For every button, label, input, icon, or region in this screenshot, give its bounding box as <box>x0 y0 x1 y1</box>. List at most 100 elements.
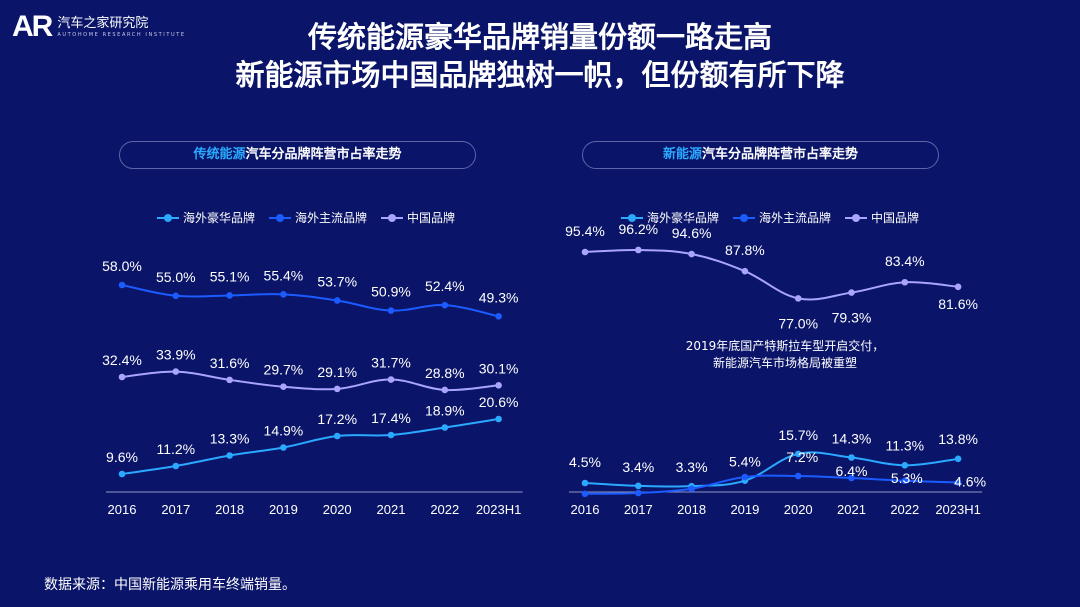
legend-marker-icon <box>157 213 179 222</box>
data-point <box>280 444 287 451</box>
data-point <box>387 431 395 439</box>
data-point <box>741 267 749 275</box>
data-point <box>848 474 855 482</box>
data-point <box>581 490 589 498</box>
data-label: 5.3% <box>891 470 923 486</box>
data-point <box>794 450 802 458</box>
data-label: 83.4% <box>885 253 925 269</box>
data-point <box>226 452 233 459</box>
data-label: 17.2% <box>317 411 357 427</box>
data-point <box>954 455 962 463</box>
data-label: 13.3% <box>210 431 250 447</box>
x-tick-label: 2016 <box>571 502 600 517</box>
x-tick-label: 2021 <box>377 502 406 517</box>
data-point <box>848 289 855 296</box>
data-point <box>688 485 695 493</box>
data-point <box>954 479 962 486</box>
legend-item-china: 中国品牌 <box>845 209 919 226</box>
annotation-line-2: 新能源汽车市场格局被重塑 <box>712 356 857 370</box>
data-point <box>688 250 695 258</box>
data-point <box>387 307 395 314</box>
x-tick-label: 2020 <box>784 502 813 517</box>
data-point <box>635 246 642 254</box>
data-point <box>118 373 126 381</box>
data-label: 32.4% <box>102 352 142 368</box>
data-label: 3.4% <box>622 459 654 475</box>
data-point <box>495 381 502 389</box>
data-point <box>635 482 642 490</box>
data-point <box>635 489 642 497</box>
legend-item-mainstream: 海外主流品牌 <box>269 209 367 226</box>
right-panel-title-highlight: 新能源 <box>662 147 702 162</box>
legend-label: 海外主流品牌 <box>295 211 368 225</box>
legend-marker-icon <box>381 213 404 222</box>
tesla-annotation: 2019年底国产特斯拉车型开启交付， 新能源汽车市场格局被重塑 <box>650 338 920 372</box>
data-label: 31.6% <box>210 355 250 371</box>
legend-item-china: 中国品牌 <box>381 209 455 226</box>
left-panel-title-highlight: 传统能源 <box>193 147 246 162</box>
data-point <box>954 283 962 291</box>
data-label: 14.3% <box>832 431 872 447</box>
data-point <box>333 385 341 393</box>
data-point <box>441 386 449 394</box>
data-label: 49.3% <box>479 289 519 305</box>
right-panel-title-rest: 汽车分品牌阵营市占率走势 <box>702 147 859 162</box>
data-label: 33.9% <box>156 347 196 363</box>
data-point <box>441 424 449 431</box>
data-label: 6.4% <box>836 463 868 479</box>
data-label: 28.8% <box>425 365 465 381</box>
data-label: 55.1% <box>210 268 250 284</box>
data-label: 96.2% <box>618 221 658 237</box>
data-point <box>495 313 502 320</box>
right-legend: 海外豪华品牌 海外主流品牌 中国品牌 <box>621 209 933 226</box>
data-label: 4.5% <box>569 454 601 470</box>
page-title-line2: 新能源市场中国品牌独树一帜，但份额有所下降 <box>235 58 845 92</box>
data-point <box>848 454 855 461</box>
legend-label: 海外豪华品牌 <box>183 211 256 225</box>
data-label: 77.0% <box>778 315 818 331</box>
x-tick-label: 2016 <box>108 502 137 517</box>
data-point <box>741 473 749 481</box>
data-point <box>333 432 341 440</box>
legend-item-mainstream: 海外主流品牌 <box>733 209 831 226</box>
data-label: 52.4% <box>425 278 465 294</box>
logo-text: 汽车之家研究院 AUTOHOME RESEARCH INSTITUTE <box>57 16 185 39</box>
page-title-line1: 传统能源豪华品牌销量份额一路走高 <box>307 20 772 54</box>
data-label: 29.1% <box>317 364 357 380</box>
logo-subtitle: AUTOHOME RESEARCH INSTITUTE <box>57 31 186 38</box>
series-line <box>121 370 499 392</box>
series-line <box>584 474 959 495</box>
x-tick-label: 2017 <box>161 502 190 517</box>
x-tick-label: 2022 <box>430 502 459 517</box>
data-point <box>172 368 180 375</box>
legend-label: 中国品牌 <box>407 211 456 225</box>
data-label: 87.8% <box>725 242 765 258</box>
data-label: 5.4% <box>729 454 761 470</box>
data-label: 4.6% <box>954 474 986 490</box>
legend-marker-icon <box>269 213 292 222</box>
data-label: 29.7% <box>264 362 304 378</box>
x-tick-label: 2019 <box>269 502 298 517</box>
data-point <box>581 479 589 487</box>
data-label: 11.3% <box>885 437 924 453</box>
data-label: 50.9% <box>371 284 411 300</box>
data-point <box>441 301 449 309</box>
data-point <box>387 376 395 383</box>
series-line <box>584 451 959 488</box>
data-point <box>280 291 287 298</box>
data-label: 55.4% <box>264 267 304 283</box>
data-label: 55.0% <box>156 269 196 285</box>
data-label: 13.8% <box>938 431 978 447</box>
x-tick-label: 2018 <box>677 502 706 517</box>
data-label: 15.7% <box>778 427 818 443</box>
data-point <box>172 292 180 300</box>
right-panel-title: 新能源汽车分品牌阵营市占率走势 <box>582 141 939 169</box>
data-point <box>901 462 909 469</box>
data-label: 20.6% <box>479 394 519 410</box>
data-label: 81.6% <box>938 296 978 312</box>
series-line <box>584 248 959 301</box>
data-point <box>226 376 233 384</box>
series-line <box>121 418 499 475</box>
legend-marker-icon <box>621 213 643 222</box>
